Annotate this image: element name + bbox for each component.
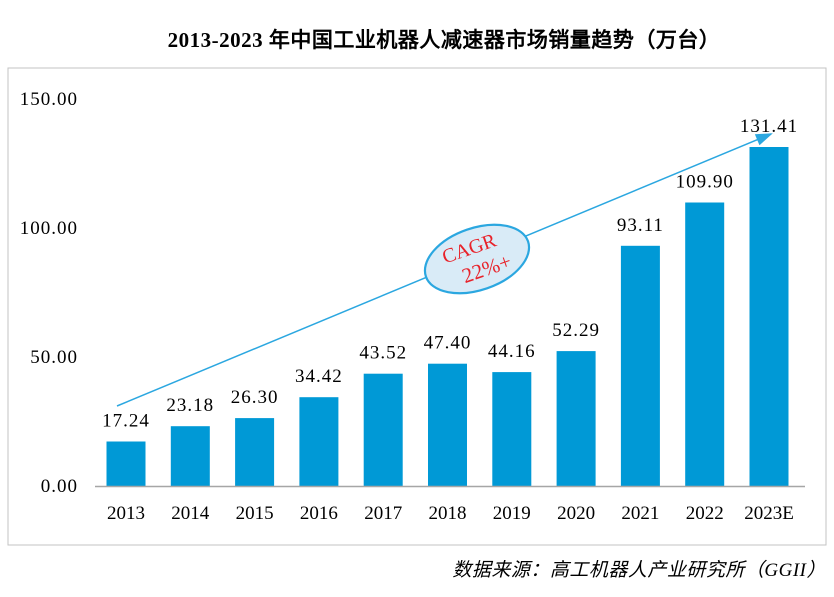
bar-value-label: 93.11: [617, 215, 664, 236]
x-tick-label: 2021: [621, 503, 659, 524]
bar-2019: [492, 372, 532, 486]
cagr-ellipse: [423, 223, 531, 295]
bar-2020: [556, 351, 596, 486]
bar-2018: [428, 363, 467, 486]
bar-2014: [170, 426, 210, 486]
bar-2015: [235, 418, 275, 486]
bar-2013: [106, 441, 146, 486]
x-tick-label: 2016: [300, 503, 338, 524]
chart-title: 2013-2023 年中国工业机器人减速器市场销量趋势（万台）: [167, 28, 721, 52]
bar-value-label: 44.16: [488, 341, 536, 362]
x-tick-label: 2023E: [744, 503, 794, 524]
bar-value-label: 34.42: [295, 366, 343, 387]
x-tick-label: 2020: [557, 503, 595, 524]
bar-value-label: 109.90: [676, 172, 734, 193]
bar-2022: [685, 202, 725, 486]
x-tick-label: 2022: [686, 503, 724, 524]
bar-value-label: 131.41: [740, 116, 798, 137]
bar-value-label: 47.40: [424, 333, 472, 354]
bar-2023E: [749, 147, 789, 486]
trend-arrow-head: [754, 133, 773, 146]
y-tick-label: 150.00: [20, 89, 78, 110]
x-tick-label: 2018: [429, 503, 467, 524]
plot-area-border: [7, 67, 827, 546]
bar-2017: [363, 373, 403, 486]
x-tick-label: 2013: [107, 503, 145, 524]
bar-value-label: 23.18: [166, 395, 214, 416]
x-tick-label: 2014: [171, 503, 210, 524]
bar-value-label: 52.29: [552, 320, 600, 341]
bar-value-label: 43.52: [359, 343, 407, 364]
y-tick-label: 100.00: [20, 218, 78, 239]
x-tick-label: 2017: [364, 503, 402, 524]
x-tick-label: 2015: [236, 503, 274, 524]
bar-value-label: 26.30: [231, 387, 279, 408]
data-source-note: 数据来源：高工机器人产业研究所（GGII）: [452, 560, 826, 581]
trend-arrow-head-shape: [754, 133, 773, 146]
bar-2021: [620, 245, 660, 486]
bar-2016: [299, 397, 339, 486]
bar-value-label: 17.24: [102, 411, 150, 432]
y-tick-label: 50.00: [30, 347, 78, 368]
y-tick-label: 0.00: [41, 476, 78, 497]
x-tick-label: 2019: [493, 503, 531, 524]
